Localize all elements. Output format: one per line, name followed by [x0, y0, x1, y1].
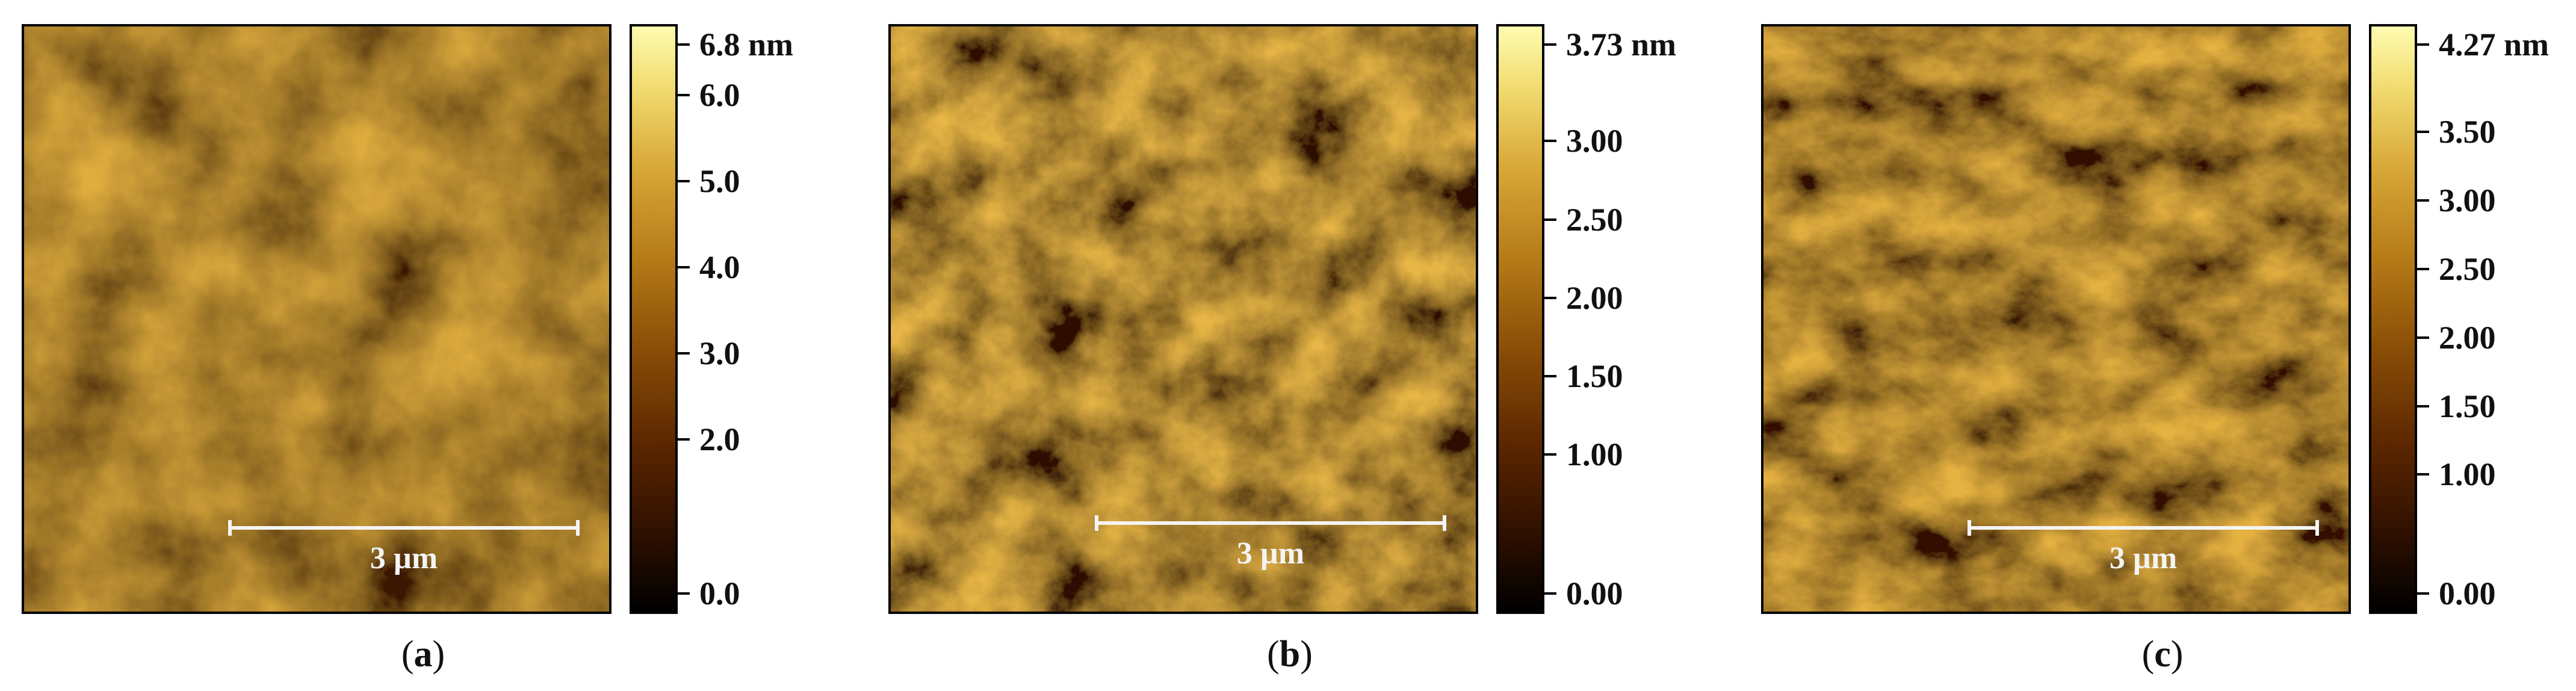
colorbar-tick: [678, 266, 690, 269]
colorbar-tick: [1544, 43, 1556, 46]
afm-height-map-a: [22, 24, 611, 614]
colorbar-tick-label: 6.8 nm: [699, 26, 794, 63]
colorbar-tick: [2417, 473, 2429, 476]
colorbar-tick-label: 0.0: [699, 575, 740, 612]
colorbar-tick-label: 6.0: [699, 77, 740, 114]
afm-height-map-c: [1761, 24, 2351, 614]
colorbar-tick-label: 4.0: [699, 249, 740, 286]
scale-bar-c: [1968, 520, 2319, 536]
scale-bar-label-b: 3 µm: [1236, 536, 1305, 571]
colorbar-tick-label: 0.00: [2439, 575, 2496, 612]
caption-b: (b): [1267, 634, 1313, 675]
colorbar-tick-label: 2.00: [1566, 279, 1623, 316]
colorbar-tick: [678, 352, 690, 355]
colorbar-tick-label: 1.50: [1566, 358, 1623, 395]
colorbar-tick: [2417, 336, 2429, 339]
colorbar-tick-label: 0.00: [1566, 575, 1623, 612]
colorbar-tick: [1544, 140, 1556, 143]
colorbar-tick-label: 3.00: [2439, 182, 2496, 219]
colorbar-tick: [678, 43, 690, 46]
colorbar-tick-label: 5.0: [699, 163, 740, 200]
colorbar-tick: [2417, 131, 2429, 134]
panel-c: 3 µm 4.27 nm 3.50 3.00 2.50 2.00 1.50 1.00 0.00…: [1739, 0, 2576, 691]
colorbar-b: [1496, 24, 1544, 614]
scale-bar-label-c: 3 µm: [2109, 541, 2178, 575]
colorbar-tick-label: 3.0: [699, 335, 740, 372]
colorbar-tick: [1544, 592, 1556, 595]
panel-b: 3 µm 3.73 nm 3.00 2.50 2.00 1.50 1.00 0.00 (b): [867, 0, 1709, 691]
colorbar-tick-label: 2.50: [1566, 201, 1623, 238]
colorbar-tick-label: 4.27 nm: [2439, 26, 2550, 63]
colorbar-tick: [1544, 218, 1556, 221]
afm-height-map-b: [888, 24, 1478, 614]
colorbar-tick: [678, 94, 690, 97]
colorbar-tick: [1544, 296, 1556, 299]
colorbar-tick: [2417, 43, 2429, 46]
colorbar-tick-label: 3.73 nm: [1566, 26, 1677, 63]
colorbar-tick-label: 3.00: [1566, 123, 1623, 160]
scale-bar-a: [228, 520, 580, 536]
colorbar-tick: [2417, 267, 2429, 270]
caption-c: (c): [2141, 634, 2184, 675]
colorbar-tick-label: 2.00: [2439, 319, 2496, 356]
colorbar-tick-label: 1.00: [1566, 436, 1623, 473]
colorbar-tick-label: 3.50: [2439, 114, 2496, 150]
colorbar-tick: [678, 592, 690, 595]
panel-a: 3 µm 6.8 nm 6.0 5.0 4.0 3.0 2.0 0.0 (a): [0, 0, 843, 691]
colorbar-a: [630, 24, 678, 614]
colorbar-tick-label: 2.50: [2439, 250, 2496, 287]
colorbar-tick-label: 1.00: [2439, 456, 2496, 493]
colorbar-tick: [2417, 404, 2429, 407]
colorbar-tick: [2417, 199, 2429, 202]
scale-bar-label-a: 3 µm: [370, 541, 438, 575]
colorbar-c: [2369, 24, 2417, 614]
scale-bar-b: [1095, 515, 1446, 531]
colorbar-tick: [678, 180, 690, 183]
colorbar-tick: [2417, 592, 2429, 595]
colorbar-tick-label: 2.0: [699, 421, 740, 458]
colorbar-tick: [1544, 453, 1556, 456]
colorbar-tick: [678, 438, 690, 441]
colorbar-tick-label: 1.50: [2439, 388, 2496, 424]
caption-a: (a): [401, 634, 445, 675]
colorbar-tick: [1544, 375, 1556, 378]
